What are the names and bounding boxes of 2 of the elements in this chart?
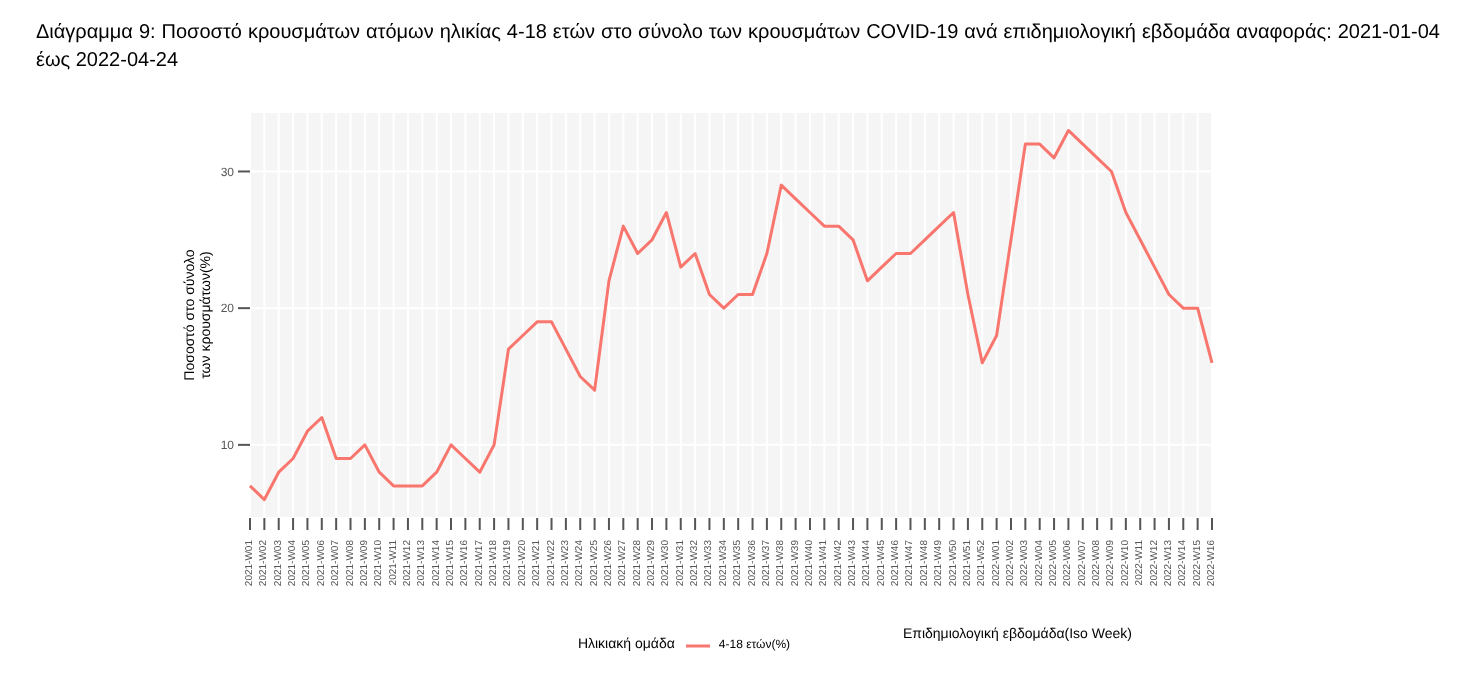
chart-title: Διάγραμμα 9: Ποσοστό κρουσμάτων ατόμων ηλικίας 4-18 ετών στο σύνολο των κρουσμάτων COVID-19 ανά επιδημιολογική εβδομάδα αναφοράς: 2021-01-04 έως 2022-04-24 — [34, 20, 1442, 76]
line-series — [248, 128, 1214, 502]
